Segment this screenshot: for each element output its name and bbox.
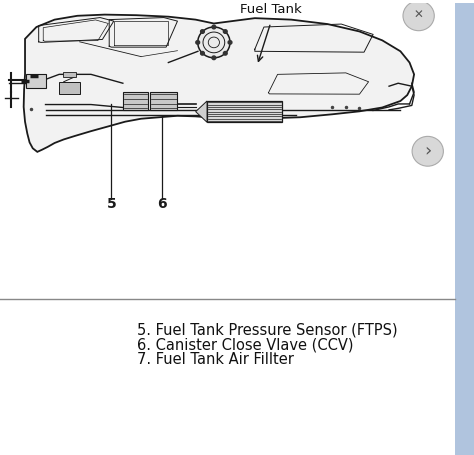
Text: Fuel Tank: Fuel Tank	[240, 3, 301, 16]
Circle shape	[412, 136, 443, 166]
Circle shape	[223, 51, 227, 55]
Text: 5. Fuel Tank Pressure Sensor (FTPS): 5. Fuel Tank Pressure Sensor (FTPS)	[137, 323, 397, 338]
Circle shape	[201, 30, 204, 33]
Polygon shape	[59, 82, 80, 94]
Polygon shape	[24, 15, 414, 152]
Polygon shape	[63, 72, 76, 77]
Circle shape	[228, 40, 232, 44]
Text: ›: ›	[424, 142, 431, 160]
Circle shape	[403, 1, 434, 30]
Polygon shape	[150, 92, 177, 111]
Polygon shape	[196, 101, 207, 122]
Circle shape	[198, 27, 230, 58]
Polygon shape	[27, 74, 46, 88]
FancyBboxPatch shape	[0, 3, 455, 455]
Text: 5: 5	[107, 197, 116, 211]
Polygon shape	[207, 101, 282, 122]
Text: 7. Fuel Tank Air Fillter: 7. Fuel Tank Air Fillter	[137, 352, 293, 367]
FancyBboxPatch shape	[455, 3, 474, 455]
Text: 6. Canister Close Vlave (CCV): 6. Canister Close Vlave (CCV)	[137, 337, 353, 352]
Text: ✕: ✕	[414, 9, 424, 22]
Polygon shape	[123, 92, 148, 111]
Circle shape	[212, 25, 216, 29]
Text: 6: 6	[157, 197, 166, 211]
Circle shape	[196, 40, 200, 44]
Circle shape	[201, 51, 204, 55]
Circle shape	[223, 30, 227, 33]
Circle shape	[212, 56, 216, 60]
